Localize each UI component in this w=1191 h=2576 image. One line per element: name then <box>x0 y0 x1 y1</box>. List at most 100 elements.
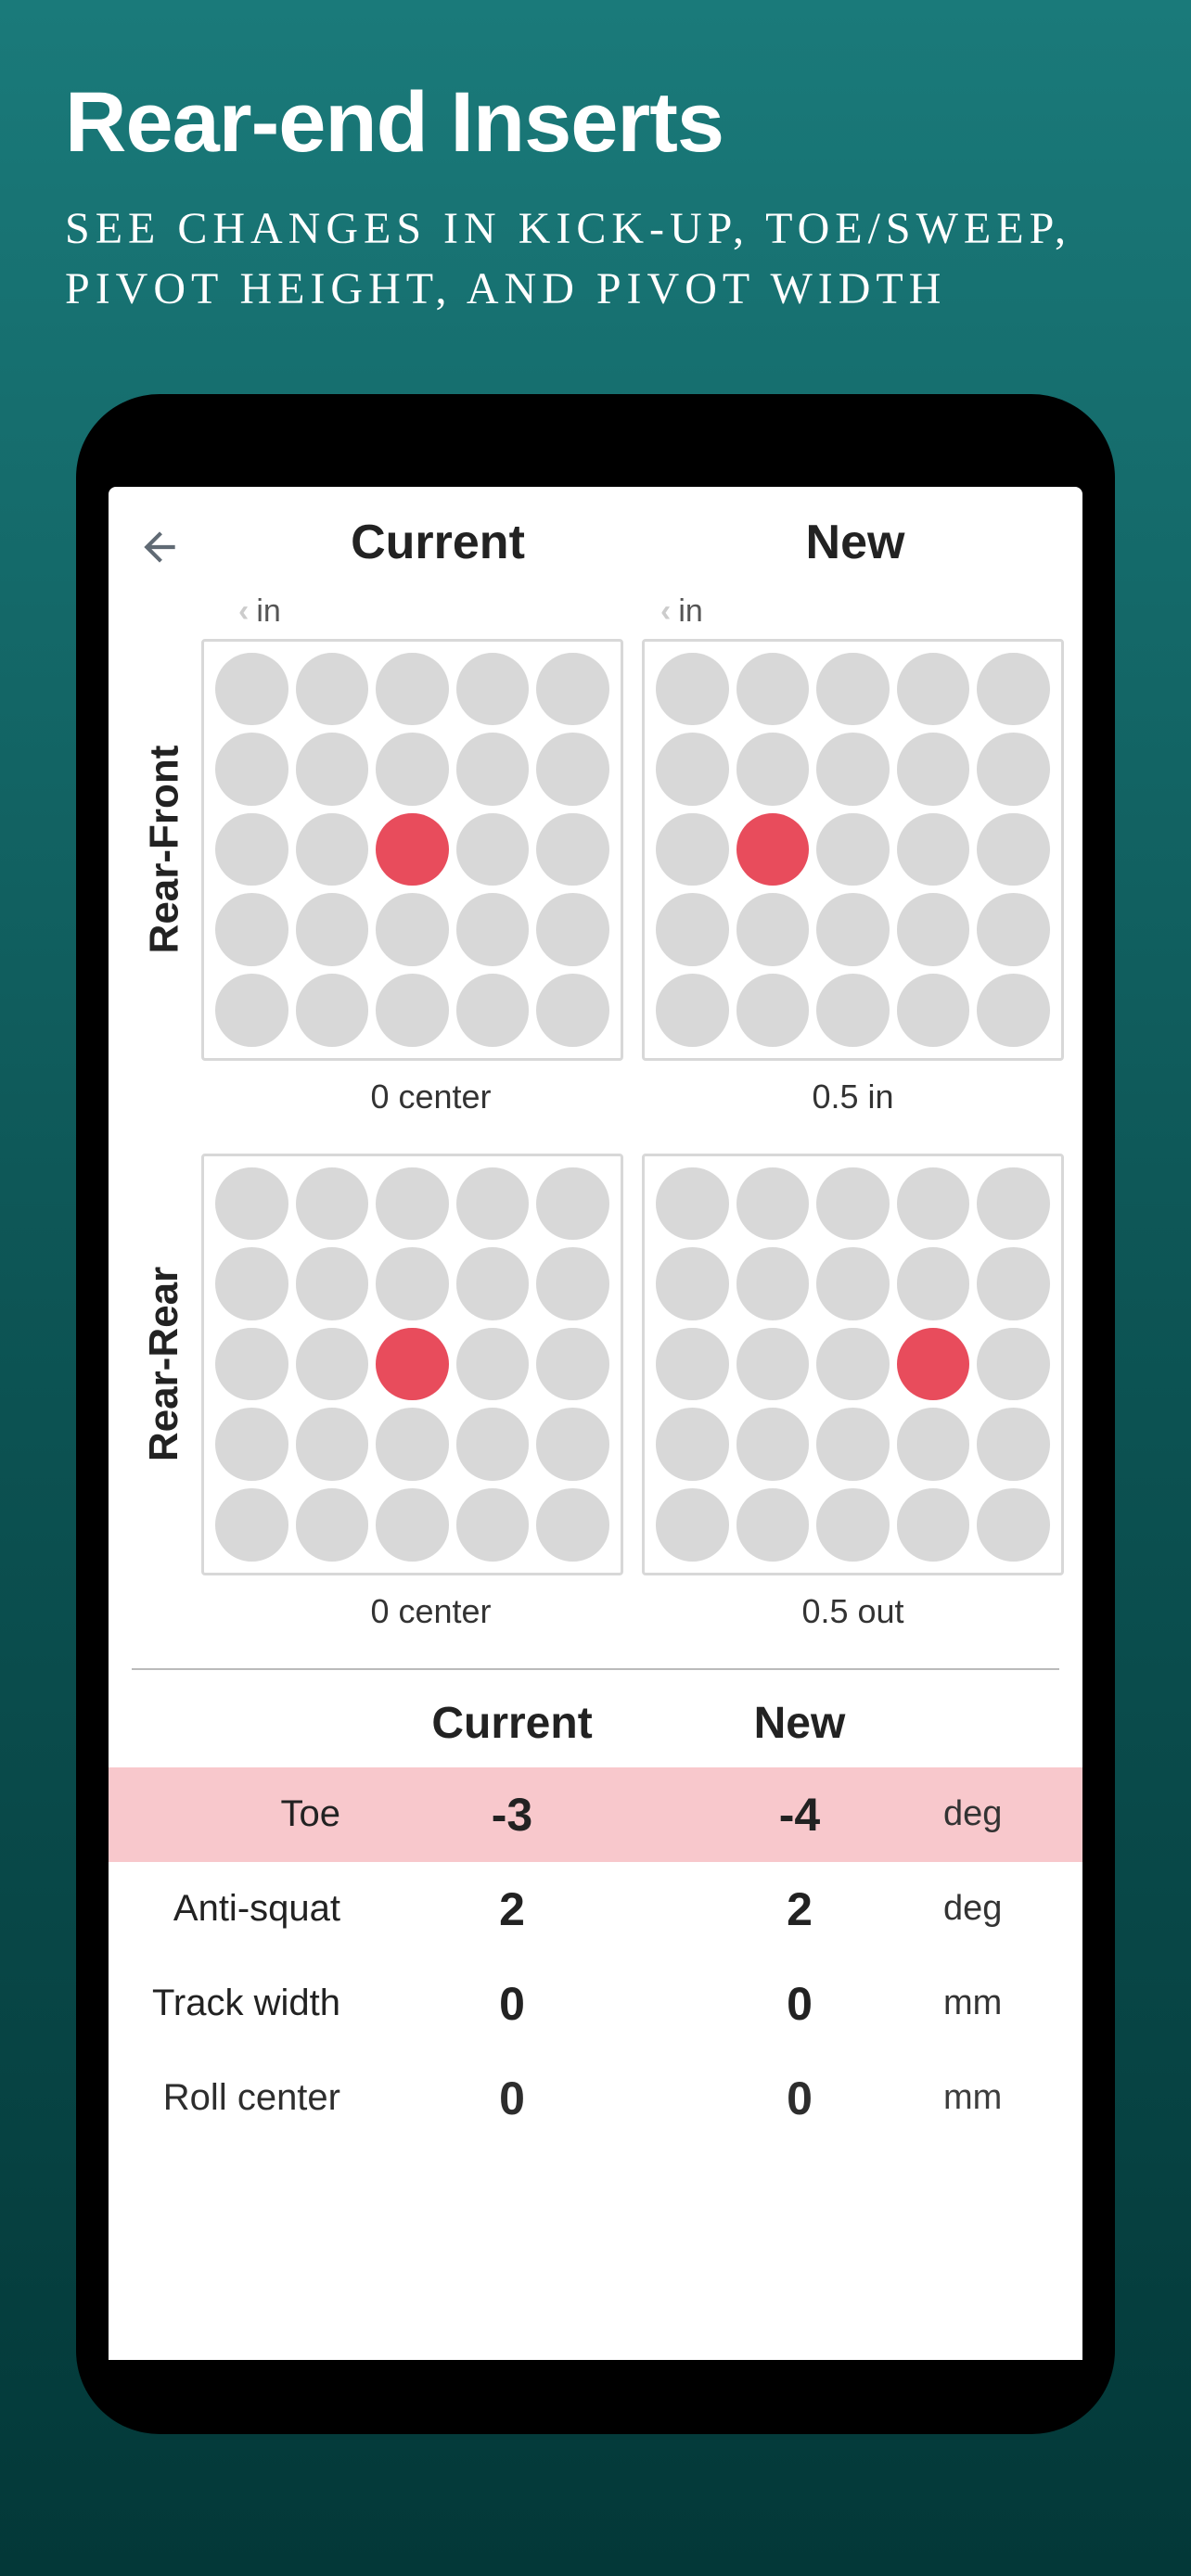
dot[interactable] <box>816 893 890 966</box>
dot[interactable] <box>816 974 890 1047</box>
dot[interactable] <box>816 1408 890 1481</box>
dot[interactable] <box>977 1328 1050 1401</box>
dot[interactable] <box>897 813 970 886</box>
dot[interactable] <box>977 813 1050 886</box>
dot[interactable] <box>215 1167 288 1241</box>
back-arrow-icon[interactable] <box>136 524 183 570</box>
dot[interactable] <box>736 1167 810 1241</box>
dot[interactable] <box>656 1328 729 1401</box>
dot[interactable] <box>215 653 288 726</box>
dot[interactable] <box>376 653 449 726</box>
dot[interactable] <box>296 813 369 886</box>
dot[interactable] <box>215 813 288 886</box>
dot[interactable] <box>296 733 369 806</box>
dot[interactable] <box>977 1247 1050 1320</box>
dot[interactable] <box>656 733 729 806</box>
dot[interactable] <box>897 974 970 1047</box>
dot[interactable] <box>536 1328 609 1401</box>
dot[interactable] <box>376 1488 449 1562</box>
dot[interactable] <box>456 1167 530 1241</box>
dot[interactable] <box>456 1247 530 1320</box>
dot[interactable] <box>816 1167 890 1241</box>
dot[interactable] <box>456 1488 530 1562</box>
dot[interactable] <box>296 653 369 726</box>
dot[interactable] <box>536 974 609 1047</box>
dot[interactable] <box>376 1408 449 1481</box>
dot-selected[interactable] <box>736 813 810 886</box>
dot[interactable] <box>736 653 810 726</box>
dot[interactable] <box>456 1328 530 1401</box>
dot[interactable] <box>897 1408 970 1481</box>
dot[interactable] <box>536 1408 609 1481</box>
dot[interactable] <box>977 1167 1050 1241</box>
dot[interactable] <box>977 1408 1050 1481</box>
dot[interactable] <box>656 1247 729 1320</box>
dot[interactable] <box>536 733 609 806</box>
dot[interactable] <box>296 893 369 966</box>
dot[interactable] <box>656 813 729 886</box>
dot[interactable] <box>656 653 729 726</box>
dot[interactable] <box>977 974 1050 1047</box>
dot[interactable] <box>736 974 810 1047</box>
dot[interactable] <box>897 733 970 806</box>
dot[interactable] <box>816 653 890 726</box>
dot[interactable] <box>977 733 1050 806</box>
dot[interactable] <box>296 1408 369 1481</box>
dot[interactable] <box>296 1328 369 1401</box>
dot[interactable] <box>536 1167 609 1241</box>
dot[interactable] <box>456 893 530 966</box>
dot-selected[interactable] <box>897 1328 970 1401</box>
dot[interactable] <box>296 974 369 1047</box>
dot[interactable] <box>656 1167 729 1241</box>
dot[interactable] <box>977 893 1050 966</box>
dot[interactable] <box>536 1247 609 1320</box>
dot[interactable] <box>897 1247 970 1320</box>
dot[interactable] <box>816 1488 890 1562</box>
insert-grid[interactable] <box>642 1154 1064 1575</box>
dot[interactable] <box>736 1408 810 1481</box>
dot[interactable] <box>897 653 970 726</box>
dot[interactable] <box>736 1328 810 1401</box>
dot[interactable] <box>215 1408 288 1481</box>
dot-selected[interactable] <box>376 1328 449 1401</box>
dot[interactable] <box>376 733 449 806</box>
dot[interactable] <box>376 1247 449 1320</box>
insert-grid[interactable] <box>201 1154 623 1575</box>
dot[interactable] <box>215 1488 288 1562</box>
dot[interactable] <box>816 733 890 806</box>
dot[interactable] <box>736 1247 810 1320</box>
dot[interactable] <box>897 1167 970 1241</box>
insert-grid[interactable] <box>201 639 623 1061</box>
dot[interactable] <box>897 893 970 966</box>
dot[interactable] <box>977 1488 1050 1562</box>
dot[interactable] <box>656 1488 729 1562</box>
dot[interactable] <box>736 1488 810 1562</box>
dot-selected[interactable] <box>376 813 449 886</box>
dot[interactable] <box>456 733 530 806</box>
dot[interactable] <box>536 893 609 966</box>
dot[interactable] <box>296 1247 369 1320</box>
dot[interactable] <box>456 813 530 886</box>
dot[interactable] <box>376 1167 449 1241</box>
dot[interactable] <box>456 653 530 726</box>
dot[interactable] <box>736 893 810 966</box>
insert-grid[interactable] <box>642 639 1064 1061</box>
dot[interactable] <box>536 653 609 726</box>
dot[interactable] <box>296 1167 369 1241</box>
dot[interactable] <box>456 1408 530 1481</box>
unit-selector-current[interactable]: ‹ in <box>238 593 660 630</box>
dot[interactable] <box>536 1488 609 1562</box>
dot[interactable] <box>656 893 729 966</box>
dot[interactable] <box>816 813 890 886</box>
dot[interactable] <box>215 974 288 1047</box>
dot[interactable] <box>215 893 288 966</box>
dot[interactable] <box>376 974 449 1047</box>
dot[interactable] <box>656 1408 729 1481</box>
dot[interactable] <box>296 1488 369 1562</box>
dot[interactable] <box>215 1328 288 1401</box>
dot[interactable] <box>816 1328 890 1401</box>
dot[interactable] <box>376 893 449 966</box>
dot[interactable] <box>456 974 530 1047</box>
unit-selector-new[interactable]: ‹ in <box>660 593 1082 630</box>
dot[interactable] <box>215 733 288 806</box>
